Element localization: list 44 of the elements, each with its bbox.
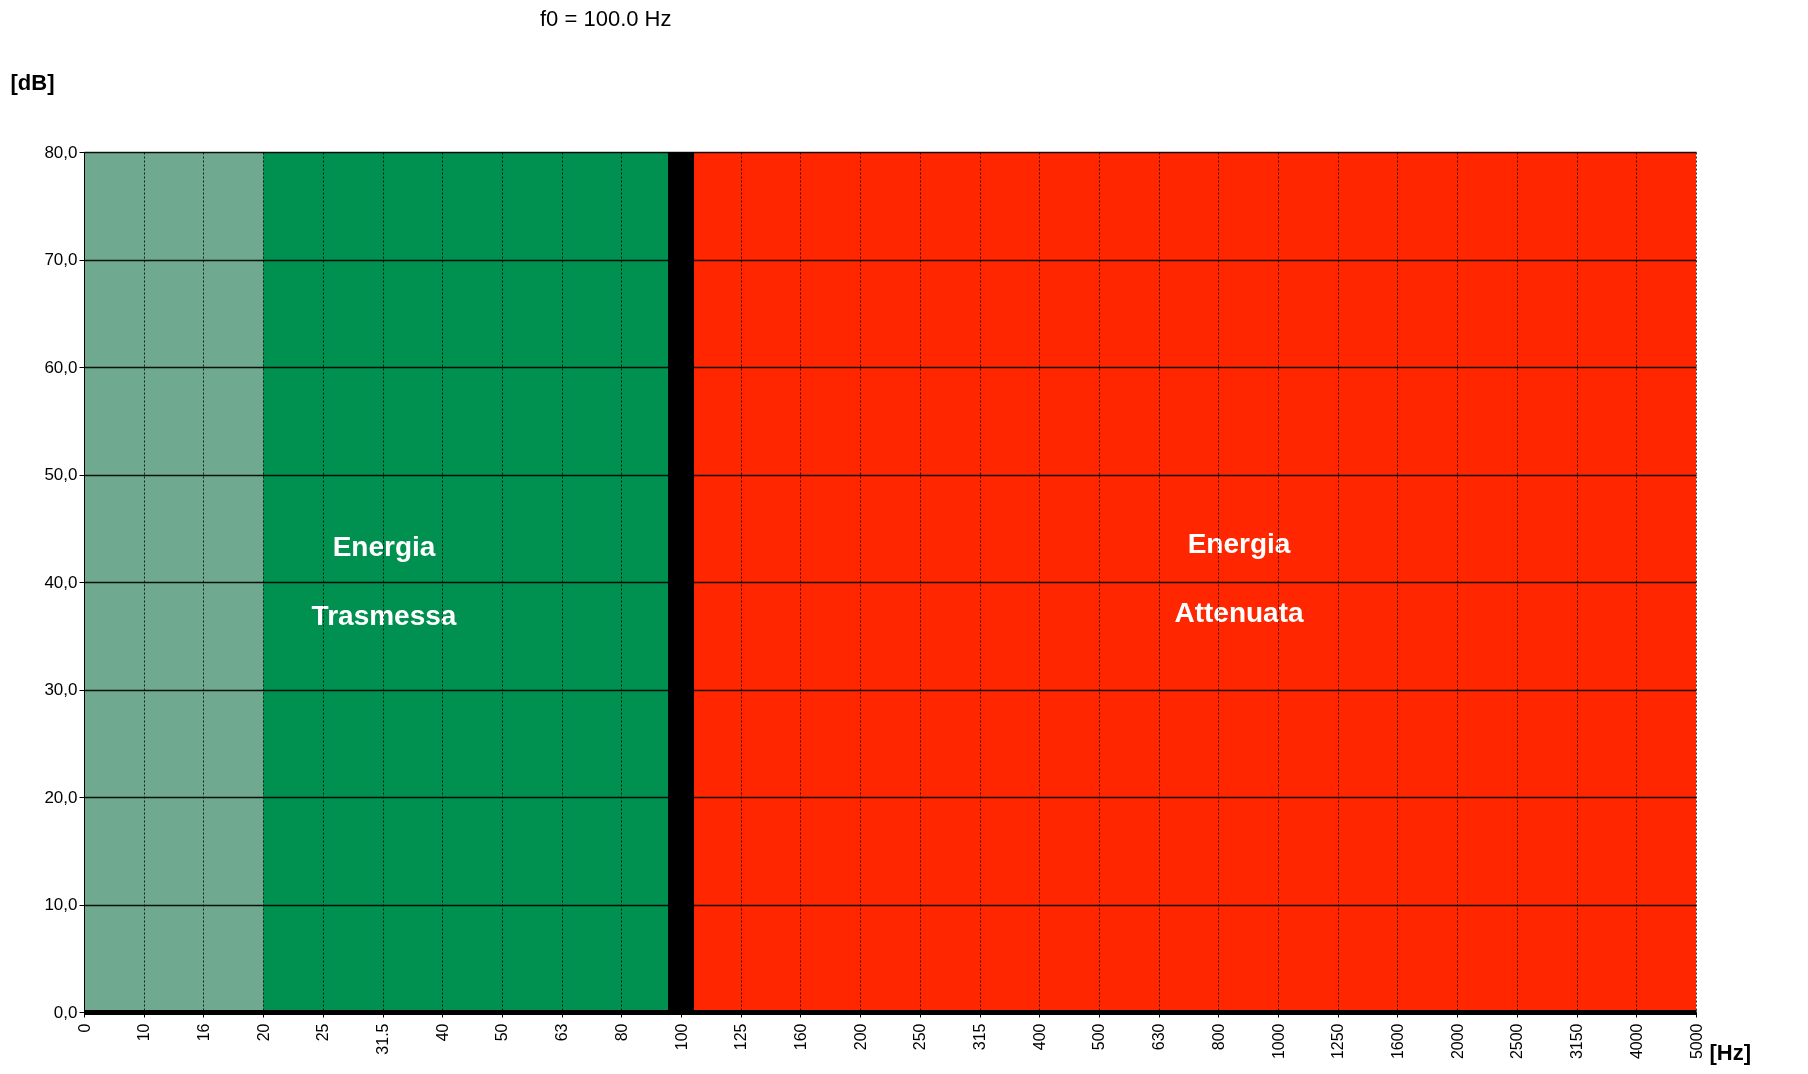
y-tick-label: 10,0 xyxy=(44,895,78,914)
x-tick-label: 1600 xyxy=(1388,1023,1406,1060)
x-tick-label: 3150 xyxy=(1568,1023,1586,1060)
y-tick-label: 80,0 xyxy=(44,142,78,162)
x-tick-label: 20 xyxy=(254,1023,272,1042)
x-tick-label: 400 xyxy=(1030,1023,1048,1051)
x-tick-label: 40 xyxy=(433,1023,451,1042)
x-tick-label: 100 xyxy=(672,1023,690,1051)
x-tick-label: 31.5 xyxy=(374,1023,392,1055)
chart-title: f0 = 100.0 Hz xyxy=(540,6,672,31)
x-axis-title: [Hz] xyxy=(1709,1039,1752,1065)
x-tick-label: 500 xyxy=(1090,1023,1108,1051)
x-tick-label: 50 xyxy=(493,1023,511,1042)
x-tick-label: 1000 xyxy=(1269,1023,1287,1060)
x-tick-label: 10 xyxy=(135,1023,153,1042)
annotation: Trasmessa xyxy=(311,600,457,631)
x-tick-label: 800 xyxy=(1209,1023,1227,1051)
y-tick-label: 30,0 xyxy=(44,680,78,699)
y-tick-label: 60,0 xyxy=(44,357,78,377)
x-tick-label: 4000 xyxy=(1627,1023,1645,1060)
y-tick-label: 0,0 xyxy=(53,1002,78,1022)
x-tick-label: 16 xyxy=(194,1023,212,1042)
annotation: Attenuata xyxy=(1174,597,1304,628)
x-tick-label: 200 xyxy=(851,1023,869,1051)
annotation: Energia xyxy=(1187,528,1291,559)
x-tick-label: 5000 xyxy=(1687,1023,1705,1060)
x-tick-label: 250 xyxy=(911,1023,929,1051)
x-tick-label: 2000 xyxy=(1448,1023,1466,1060)
y-axis-title: [dB] xyxy=(10,69,55,95)
y-tick-label: 40,0 xyxy=(44,572,78,592)
x-tick-label: 2500 xyxy=(1508,1023,1526,1060)
x-tick-label: 630 xyxy=(1150,1023,1168,1051)
x-tick-label: 25 xyxy=(314,1023,332,1042)
x-tick-label: 63 xyxy=(553,1023,571,1042)
y-tick-label: 70,0 xyxy=(44,250,78,269)
x-tick-label: 80 xyxy=(612,1023,630,1042)
x-tick-label: 125 xyxy=(732,1023,750,1051)
x-tick-label: 315 xyxy=(971,1023,989,1051)
x-tick-label: 160 xyxy=(791,1023,809,1051)
x-tick-label: 1250 xyxy=(1329,1023,1347,1060)
y-tick-label: 20,0 xyxy=(44,787,78,807)
x-tick-label: 0 xyxy=(75,1023,93,1033)
annotation: Energia xyxy=(332,531,436,562)
y-tick-label: 50,0 xyxy=(44,465,78,484)
